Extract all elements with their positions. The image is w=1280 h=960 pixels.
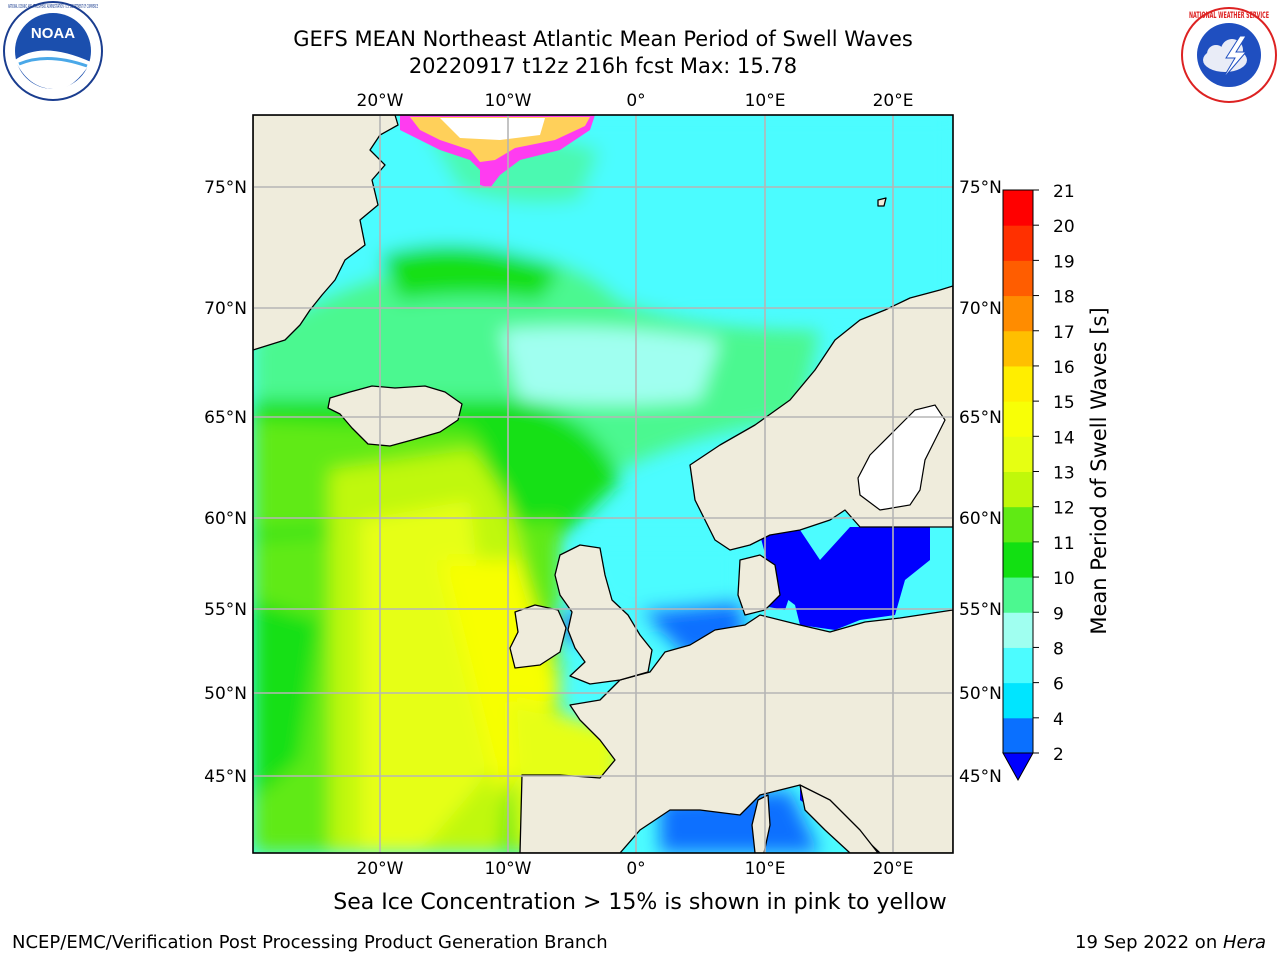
colorbar-tick-label: 13 [1053, 464, 1075, 484]
colorbar-segment [1003, 541, 1033, 578]
lat-label: 45°N [204, 767, 247, 787]
colorbar-extend-triangle [1002, 752, 1034, 782]
gulf-of-bothnia [857, 404, 946, 511]
lat-label: 75°N [204, 178, 247, 198]
lon-label: 0° [626, 859, 645, 879]
colorbar-tick-label: 11 [1053, 534, 1075, 554]
footer-credit: NCEP/EMC/Verification Post Processing Pr… [12, 932, 608, 953]
nws-logo-icon: NATIONAL WEATHER SERVICE [1181, 7, 1277, 103]
lon-label: 10°E [745, 91, 786, 111]
colorbar-segment [1003, 365, 1033, 402]
graticule [253, 115, 953, 853]
colorbar-tick-label: 21 [1053, 182, 1075, 202]
colorbar-segment [1003, 577, 1033, 613]
colorbar: 2 4 6 8 9 10 11 12 13 14 15 16 17 18 19 20 21 [1002, 182, 1075, 782]
colorbar-segment [1003, 225, 1033, 261]
colorbar-tick-label: 8 [1053, 639, 1064, 659]
noaa-ring-text: NATIONAL OCEANIC AND ATMOSPHERIC ADMINIS… [8, 4, 98, 10]
lat-label: 70°N [959, 299, 1002, 319]
colorbar-tick-label: 10 [1053, 569, 1075, 589]
lat-label: 65°N [959, 408, 1002, 428]
baltic-sea [760, 527, 930, 630]
colorbar-tick-label: 9 [1053, 604, 1064, 624]
colorbar-tick-label: 16 [1053, 358, 1075, 378]
colorbar-segment [1003, 682, 1033, 719]
lat-label: 60°N [959, 509, 1002, 529]
colorbar-tick-label: 20 [1053, 217, 1075, 237]
colorbar-label: Mean Period of Swell Waves [s] [1087, 307, 1111, 634]
map-frame [252, 114, 954, 854]
lat-label: 70°N [204, 299, 247, 319]
colorbar-tick-label: 15 [1053, 393, 1075, 413]
lat-label: 55°N [959, 600, 1002, 620]
colorbar-tick-label: 12 [1053, 499, 1075, 519]
greenland-landmass [253, 115, 399, 351]
lat-label: 65°N [204, 408, 247, 428]
iceland-landmass [327, 385, 463, 447]
colorbar-tick-label: 18 [1053, 288, 1075, 308]
sea-ice-note: Sea Ice Concentration > 15% is shown in … [333, 890, 947, 915]
lon-label: 10°W [485, 91, 532, 111]
lat-label: 45°N [959, 767, 1002, 787]
ireland-landmass [509, 604, 567, 669]
lat-label: 55°N [204, 600, 247, 620]
footer-date: 19 Sep 2022 on Hera [1075, 932, 1266, 953]
colorbar-segment [1003, 647, 1033, 684]
lat-labels-right: 75°N 70°N 65°N 60°N 55°N 50°N 45°N [959, 178, 1002, 787]
lon-label: 10°W [485, 859, 532, 879]
noaa-wordmark: NOAA [31, 25, 75, 42]
colorbar-tick-label: 17 [1053, 323, 1075, 343]
lon-labels-top: 20°W 10°W 0° 10°E 20°E [357, 91, 914, 111]
chart-subtitle: 20220917 t12z 216h fcst Max: 15.78 [408, 54, 798, 78]
colorbar-segment [1003, 295, 1033, 332]
colorbar-segment [1003, 260, 1033, 297]
lon-label: 20°W [357, 91, 404, 111]
footer-date-text: 19 Sep 2022 on [1075, 932, 1223, 953]
lat-label: 75°N [959, 178, 1002, 198]
map-plot-area [253, 115, 953, 853]
colorbar-segment [1003, 436, 1033, 472]
colorbar-tick-label: 6 [1053, 675, 1064, 695]
europe-mainland [519, 609, 953, 853]
denmark-landmass [737, 554, 781, 616]
colorbar-segment [1003, 717, 1033, 754]
colorbar-segment [1003, 612, 1033, 648]
lat-labels-left: 75°N 70°N 65°N 60°N 55°N 50°N 45°N [204, 178, 247, 787]
lon-label: 10°E [745, 859, 786, 879]
colorbar-tick-label: 19 [1053, 252, 1075, 272]
chart-title: GEFS MEAN Northeast Atlantic Mean Period… [293, 27, 913, 51]
lon-label: 20°E [873, 859, 914, 879]
great-britain-landmass [554, 544, 653, 685]
nws-ring-text: NATIONAL WEATHER SERVICE [1189, 11, 1269, 21]
colorbar-segment [1003, 190, 1033, 226]
italy-landmass [799, 784, 879, 853]
colorbar-tick-label: 4 [1053, 710, 1064, 730]
lon-label: 20°E [873, 91, 914, 111]
lat-label: 50°N [959, 684, 1002, 704]
sea-ice-region [400, 115, 595, 188]
lon-label: 0° [626, 91, 645, 111]
colorbar-tick-label: 2 [1053, 745, 1064, 765]
lon-labels-bottom: 20°W 10°W 0° 10°E 20°E [357, 859, 914, 879]
colorbar-tick-label: 14 [1053, 428, 1075, 448]
colorbar-segment [1003, 401, 1033, 437]
lon-label: 20°W [357, 859, 404, 879]
footer-machine: Hera [1222, 932, 1266, 953]
noaa-logo-icon: NOAA NATIONAL OCEANIC AND ATMOSPHERIC AD… [3, 1, 103, 101]
lat-label: 60°N [204, 509, 247, 529]
colorbar-segment [1003, 471, 1033, 508]
lat-label: 50°N [204, 684, 247, 704]
colorbar-segment [1003, 330, 1033, 367]
colorbar-segment [1003, 506, 1033, 543]
